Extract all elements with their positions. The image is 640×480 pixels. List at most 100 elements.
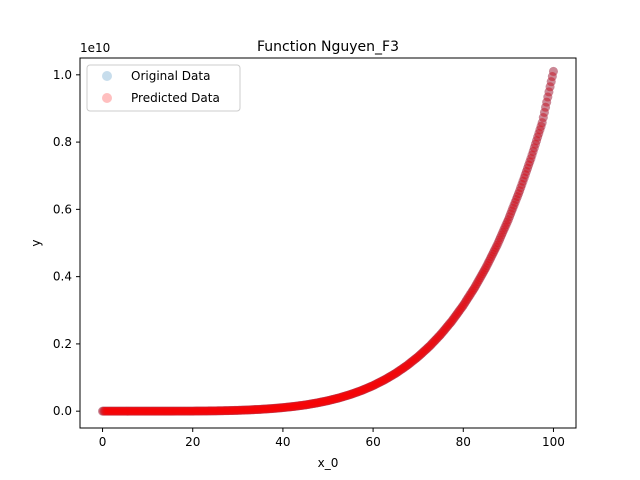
data-point — [361, 383, 371, 393]
data-point — [298, 400, 308, 410]
data-point — [408, 356, 418, 366]
data-point — [281, 402, 291, 412]
data-point — [199, 406, 209, 416]
data-point — [428, 338, 438, 348]
data-point — [360, 384, 370, 394]
data-point — [468, 285, 478, 295]
data-point — [456, 304, 466, 313]
data-point — [315, 397, 325, 407]
data-point — [312, 398, 322, 408]
data-point — [266, 404, 276, 414]
data-point — [166, 406, 176, 416]
data-point — [520, 170, 530, 180]
data-point — [250, 405, 260, 415]
data-point — [364, 383, 374, 393]
data-point — [204, 406, 214, 416]
data-point — [400, 362, 410, 372]
data-point — [193, 406, 203, 416]
data-point — [223, 406, 233, 416]
data-point — [198, 406, 208, 416]
x-tick-label: 80 — [456, 435, 471, 449]
data-point — [334, 393, 344, 403]
data-point — [395, 365, 405, 375]
data-point — [501, 220, 511, 230]
data-point — [436, 329, 446, 339]
data-point — [488, 249, 498, 259]
data-point — [342, 390, 352, 400]
data-point — [246, 405, 256, 415]
data-point — [492, 240, 502, 250]
data-point — [481, 263, 491, 273]
data-point — [326, 395, 336, 405]
data-point — [217, 406, 227, 416]
data-point — [298, 400, 308, 410]
data-point — [368, 381, 378, 391]
data-point — [125, 406, 135, 416]
x-tick-label: 100 — [542, 435, 565, 449]
data-point — [316, 397, 326, 407]
data-point — [538, 113, 548, 123]
data-point — [385, 372, 395, 382]
data-point — [208, 406, 218, 416]
data-point — [329, 394, 339, 404]
data-point — [440, 324, 450, 334]
data-point — [182, 406, 192, 416]
data-point — [241, 405, 251, 415]
data-point — [322, 396, 332, 406]
data-point — [317, 397, 327, 407]
data-point — [377, 376, 387, 386]
data-point — [371, 379, 381, 389]
data-point — [268, 403, 278, 413]
data-point — [138, 406, 148, 416]
data-point — [197, 406, 207, 416]
data-point — [293, 401, 303, 411]
data-point — [537, 118, 547, 128]
data-point — [109, 406, 119, 416]
data-point — [107, 406, 117, 416]
data-point — [119, 406, 129, 416]
data-point — [370, 379, 380, 389]
data-point — [171, 406, 181, 416]
data-point — [393, 367, 403, 377]
data-point — [347, 389, 357, 399]
data-point — [387, 370, 397, 380]
data-point — [123, 406, 133, 416]
data-point — [188, 406, 198, 416]
data-point — [384, 372, 394, 382]
data-point — [335, 392, 345, 402]
data-point — [225, 406, 235, 416]
data-point — [100, 406, 110, 416]
data-point — [481, 263, 491, 273]
data-point — [155, 406, 165, 416]
data-point — [490, 245, 500, 255]
data-point — [445, 319, 455, 329]
data-point — [161, 406, 171, 416]
data-point — [437, 328, 447, 338]
data-point — [253, 404, 263, 414]
data-point — [423, 342, 433, 352]
data-point — [420, 345, 430, 355]
data-point — [253, 404, 263, 414]
data-point — [482, 261, 492, 271]
data-point — [126, 406, 136, 416]
data-point — [370, 379, 380, 389]
data-point — [229, 405, 239, 415]
data-point — [262, 404, 272, 414]
data-point — [278, 403, 288, 413]
data-point — [479, 267, 489, 277]
data-point — [429, 337, 439, 347]
data-point — [468, 285, 478, 295]
data-point — [302, 400, 312, 410]
data-point — [403, 360, 413, 370]
data-point — [218, 406, 228, 416]
data-point — [116, 406, 126, 416]
data-point — [438, 327, 448, 337]
data-point — [479, 267, 489, 277]
data-point — [485, 254, 495, 264]
data-point — [547, 72, 557, 82]
data-point — [241, 405, 251, 415]
data-point — [163, 406, 173, 416]
data-point — [157, 406, 167, 416]
data-point — [158, 406, 168, 416]
